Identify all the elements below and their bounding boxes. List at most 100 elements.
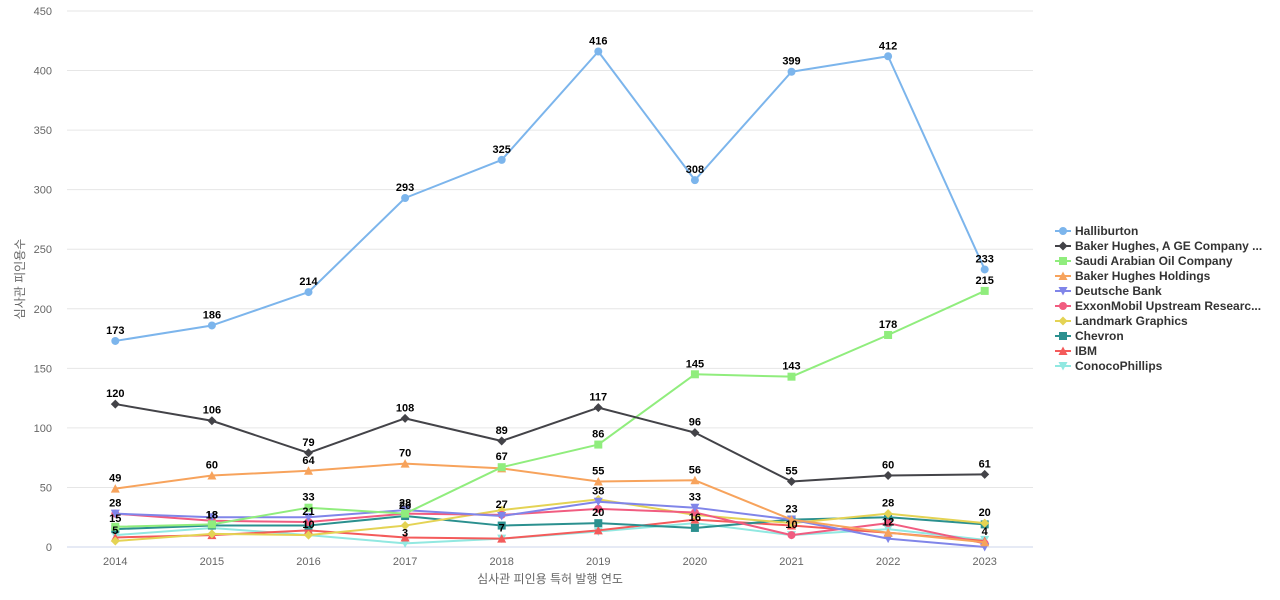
data-label: 64 <box>302 455 315 467</box>
legend-item-halliburton[interactable]: Halliburton <box>1055 224 1138 238</box>
series-deutsche-bank[interactable] <box>110 497 990 552</box>
data-point[interactable] <box>110 399 120 409</box>
data-point[interactable] <box>690 428 700 438</box>
data-point[interactable] <box>690 523 699 532</box>
data-point[interactable] <box>111 336 120 345</box>
data-point[interactable] <box>690 370 699 379</box>
data-point[interactable] <box>594 519 603 528</box>
data-point[interactable] <box>884 52 893 61</box>
data-point[interactable] <box>594 504 603 513</box>
data-point[interactable] <box>497 155 506 164</box>
data-point[interactable] <box>980 265 989 274</box>
data-point[interactable] <box>787 67 796 76</box>
data-point[interactable] <box>884 330 893 339</box>
x-tick-label: 2014 <box>103 556 127 568</box>
data-point[interactable] <box>497 463 506 472</box>
data-point[interactable] <box>304 517 313 526</box>
y-tick-label: 200 <box>34 304 52 316</box>
data-point[interactable] <box>110 536 120 546</box>
data-point[interactable] <box>207 321 216 330</box>
data-point[interactable] <box>690 515 700 524</box>
data-point[interactable] <box>400 413 410 423</box>
data-point[interactable] <box>304 513 313 522</box>
data-point[interactable] <box>883 471 893 481</box>
data-point[interactable] <box>111 522 120 531</box>
data-point[interactable] <box>690 176 699 185</box>
data-label: 173 <box>106 325 124 337</box>
data-point[interactable] <box>497 534 507 543</box>
data-point[interactable] <box>980 469 990 479</box>
data-point[interactable] <box>497 512 507 521</box>
data-label: 18 <box>206 510 218 522</box>
legend-label: ConocoPhillips <box>1075 359 1163 373</box>
data-point[interactable] <box>787 476 796 486</box>
data-point[interactable] <box>497 521 506 530</box>
data-point[interactable] <box>690 508 699 517</box>
data-point[interactable] <box>593 497 603 507</box>
data-point[interactable] <box>787 531 796 540</box>
data-point[interactable] <box>400 521 410 531</box>
y-tick-label: 300 <box>34 185 52 197</box>
data-point[interactable] <box>594 440 603 449</box>
data-point[interactable] <box>883 534 893 544</box>
data-point[interactable] <box>593 525 603 535</box>
legend-item-landmark-graphics[interactable]: Landmark Graphics <box>1055 314 1188 328</box>
data-label: 16 <box>689 512 701 524</box>
data-point[interactable] <box>207 529 217 539</box>
series-halliburton[interactable] <box>111 47 989 345</box>
legend-label: IBM <box>1075 344 1097 358</box>
series-baker-hughes-a-ge-company[interactable] <box>110 399 990 486</box>
data-point[interactable] <box>304 530 313 540</box>
series-saudi-arabian-oil-company[interactable] <box>111 286 989 531</box>
gridlines <box>67 10 1033 548</box>
legend-item-chevron[interactable]: Chevron <box>1055 329 1124 343</box>
data-point[interactable] <box>980 518 990 528</box>
data-point[interactable] <box>207 513 217 522</box>
data-point[interactable] <box>497 436 507 446</box>
data-point[interactable] <box>400 539 410 548</box>
data-point[interactable] <box>304 466 313 475</box>
data-point[interactable] <box>594 47 603 56</box>
legend-item-conocophillips[interactable]: ConocoPhillips <box>1055 359 1163 373</box>
data-point[interactable] <box>883 528 893 537</box>
data-point[interactable] <box>980 286 989 295</box>
data-point[interactable] <box>690 475 700 485</box>
data-point[interactable] <box>593 403 603 413</box>
data-label: 18 <box>206 510 218 522</box>
legend-item-saudi-arabian-oil-company[interactable]: Saudi Arabian Oil Company <box>1055 254 1233 268</box>
data-point[interactable] <box>401 509 410 518</box>
legend-item-baker-hughes-a-ge-company[interactable]: Baker Hughes, A GE Company ... <box>1055 239 1262 253</box>
data-point[interactable] <box>401 194 410 203</box>
data-point[interactable] <box>304 525 313 535</box>
legend-item-ibm[interactable]: IBM <box>1055 344 1097 358</box>
data-point[interactable] <box>304 448 313 458</box>
legend-marker <box>1058 271 1068 280</box>
series-baker-hughes-holdings[interactable] <box>110 459 990 547</box>
data-label: 3 <box>402 527 408 539</box>
data-point[interactable] <box>787 372 796 381</box>
data-point[interactable] <box>110 484 120 493</box>
data-point[interactable] <box>883 509 893 519</box>
data-point[interactable] <box>787 515 796 524</box>
data-point[interactable] <box>304 503 313 512</box>
y-tick-label: 350 <box>34 125 52 137</box>
data-point[interactable] <box>980 537 990 547</box>
data-point[interactable] <box>400 532 410 542</box>
data-label: 70 <box>399 448 411 460</box>
data-point[interactable] <box>400 459 410 468</box>
data-point[interactable] <box>207 471 217 480</box>
legend-item-deutsche-bank[interactable]: Deutsche Bank <box>1055 284 1162 298</box>
data-point[interactable] <box>110 509 120 519</box>
data-point[interactable] <box>690 503 700 513</box>
data-point[interactable] <box>884 519 893 528</box>
data-point[interactable] <box>593 476 603 486</box>
data-point[interactable] <box>304 288 313 297</box>
data-point[interactable] <box>207 416 217 426</box>
x-tick-label: 2016 <box>296 556 320 568</box>
legend-item-baker-hughes-holdings[interactable]: Baker Hughes Holdings <box>1055 269 1211 283</box>
data-label: 20 <box>592 507 604 519</box>
legend-item-exxonmobil-upstream-researc[interactable]: ExxonMobil Upstream Researc... <box>1055 299 1261 313</box>
legend-marker <box>1059 302 1067 310</box>
data-point[interactable] <box>207 520 216 529</box>
